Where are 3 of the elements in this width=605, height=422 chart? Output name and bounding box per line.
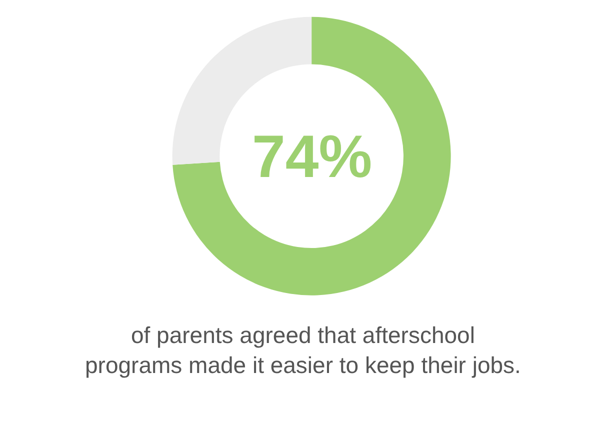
text: of parents agreed that afterschool programs made it easier to keep their jobs. xyxy=(85,322,521,378)
data-label: 74% xyxy=(252,123,372,190)
donut-slice xyxy=(172,16,451,296)
